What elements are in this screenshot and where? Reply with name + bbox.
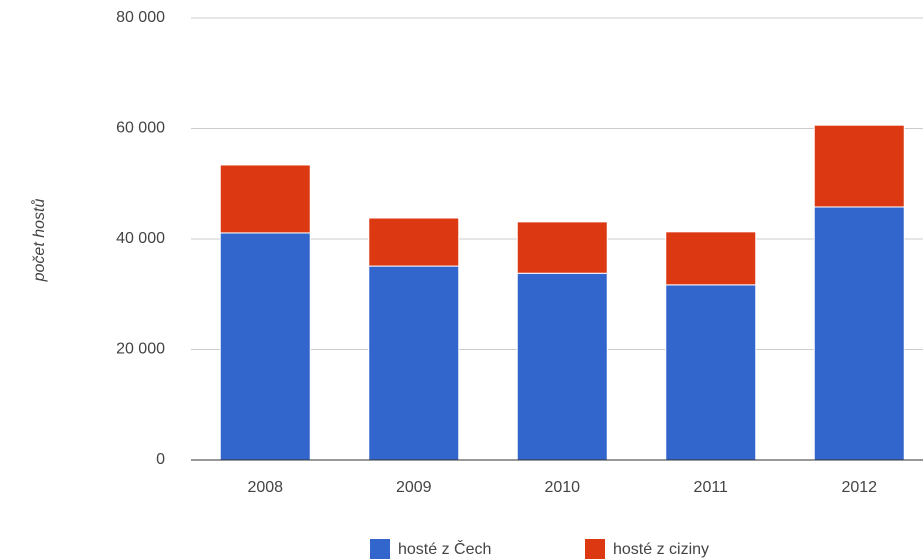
- legend-swatch: [370, 539, 390, 559]
- bar-segment: [368, 265, 460, 461]
- bar-segment: [516, 272, 608, 461]
- bar-segment: [665, 284, 757, 461]
- x-tick-label: 2008: [247, 479, 283, 496]
- y-tick-label: 20 000: [116, 341, 165, 358]
- legend-label: hosté z Čech: [398, 539, 491, 558]
- bar-segment: [813, 124, 905, 208]
- legend-label: hosté z ciziny: [613, 541, 709, 558]
- bar-segment: [665, 231, 757, 286]
- x-tick-label: 2012: [841, 479, 877, 496]
- y-tick-label: 60 000: [116, 120, 165, 137]
- y-tick-label: 0: [156, 451, 165, 468]
- bar-segment: [219, 232, 311, 461]
- bar-segment: [813, 206, 905, 461]
- x-tick-label: 2010: [544, 479, 580, 496]
- y-tick-label: 40 000: [116, 230, 165, 247]
- bar-segment: [516, 221, 608, 274]
- bar-segment: [219, 164, 311, 234]
- y-axis-label: počet hostů: [30, 199, 48, 283]
- bar-segment: [368, 217, 460, 267]
- y-tick-label: 80 000: [116, 9, 165, 26]
- x-tick-label: 2011: [694, 479, 729, 496]
- legend-swatch: [585, 539, 605, 559]
- x-tick-label: 2009: [396, 479, 432, 496]
